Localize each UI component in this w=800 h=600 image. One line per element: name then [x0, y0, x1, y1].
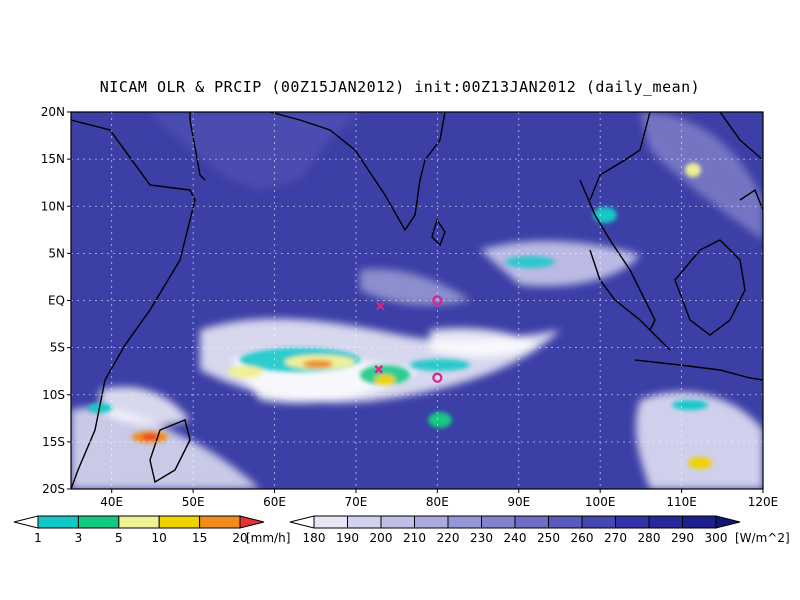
coastlines — [71, 112, 763, 489]
marker-layer — [374, 295, 443, 383]
precip-legend: 1 3 5 10 15 20[mm/h] — [13, 515, 290, 545]
legend-swatch — [380, 515, 415, 529]
legend-swatch — [347, 515, 382, 529]
olr-legend: 180 190 200 210 220 230 240 250 260 270 280 290 300 [… — [289, 515, 790, 545]
lon-tick-label: 90E — [507, 495, 530, 509]
lat-tick-label: 5N — [48, 246, 65, 260]
map-gridlines — [71, 112, 763, 489]
lon-tick-label: 100E — [585, 495, 616, 509]
legend-swatch — [414, 515, 449, 529]
legend-swatch — [682, 515, 717, 529]
legend-label: 260 — [571, 531, 594, 545]
lat-tick-label: 10N — [41, 199, 65, 213]
lat-axis: 20N 15N 10N 5N EQ 5S 10S 15S 20S — [41, 105, 71, 496]
legend-label: 20 — [232, 531, 247, 545]
lon-tick-label: 80E — [426, 495, 449, 509]
legend-label: 5 — [115, 531, 123, 545]
x-marker — [376, 301, 385, 311]
legend-label: 180 — [303, 531, 326, 545]
legend-label: 250 — [537, 531, 560, 545]
legend-label: 10 — [152, 531, 167, 545]
lon-tick-label: 110E — [666, 495, 697, 509]
map-title: NICAM OLR & PRCIP (00Z15JAN2012) init:00… — [99, 78, 701, 96]
olr-cloud-field — [71, 112, 763, 489]
lat-tick-label: EQ — [48, 294, 65, 308]
legend-swatch — [158, 515, 201, 529]
legend-label: 1 — [34, 531, 42, 545]
legend-swatch — [37, 515, 79, 529]
legend-right-arrow — [715, 515, 741, 529]
legend-label: 270 — [604, 531, 627, 545]
legend-swatch — [514, 515, 549, 529]
circle-marker — [432, 295, 443, 306]
circle-marker — [432, 372, 443, 383]
lon-tick-label: 120E — [748, 495, 779, 509]
legend-left-arrow — [13, 515, 39, 529]
lat-tick-label: 15N — [41, 152, 65, 166]
lat-tick-label: 15S — [42, 435, 65, 449]
legend-right-arrow — [239, 515, 265, 529]
lon-tick-label: 50E — [182, 495, 205, 509]
x-marker — [374, 365, 384, 374]
lon-axis: 40E 50E 60E 70E 80E 90E 100E 110E 120E — [100, 489, 778, 509]
lon-tick-label: 40E — [100, 495, 123, 509]
lat-tick-label: 5S — [50, 341, 65, 355]
legend-swatch — [481, 515, 516, 529]
legend-label: 15 — [192, 531, 207, 545]
legend-swatch — [199, 515, 241, 529]
lon-tick-label: 60E — [263, 495, 286, 509]
legend-swatch — [77, 515, 120, 529]
lon-tick-label: 70E — [345, 495, 368, 509]
legend-label: 210 — [403, 531, 426, 545]
legend-swatch — [648, 515, 683, 529]
legend-swatch — [548, 515, 583, 529]
legend-swatch — [581, 515, 616, 529]
legend-swatch — [615, 515, 650, 529]
lat-tick-label: 10S — [42, 388, 65, 402]
legend-swatch — [313, 515, 348, 529]
legend-label: 200 — [370, 531, 393, 545]
legend-label: 190 — [336, 531, 359, 545]
legend-label: 230 — [470, 531, 493, 545]
legend-swatch — [447, 515, 482, 529]
legend-label: 300 — [705, 531, 728, 545]
precip-field — [88, 163, 712, 469]
legend-unit: [W/m^2] — [735, 531, 790, 545]
lat-tick-label: 20S — [42, 482, 65, 496]
lat-tick-label: 20N — [41, 105, 65, 119]
legend-label: 290 — [671, 531, 694, 545]
legend-label: 240 — [504, 531, 527, 545]
legend-swatch — [118, 515, 160, 529]
legend-label: 3 — [75, 531, 83, 545]
legend-unit: [mm/h] — [246, 531, 290, 545]
legend-label: 280 — [638, 531, 661, 545]
legend-label: 220 — [437, 531, 460, 545]
legend-left-arrow — [289, 515, 315, 529]
